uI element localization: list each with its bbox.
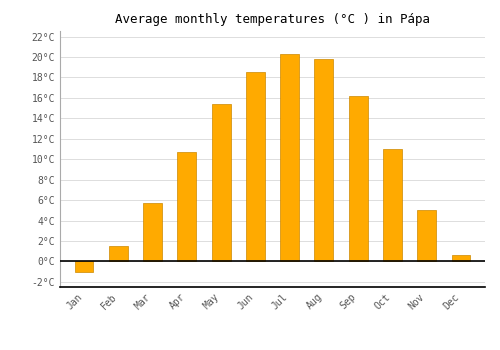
Bar bbox=[178, 152, 196, 261]
Bar bbox=[109, 246, 128, 261]
Bar bbox=[74, 261, 94, 272]
Bar bbox=[452, 255, 470, 261]
Title: Average monthly temperatures (°C ) in Pápa: Average monthly temperatures (°C ) in Pá… bbox=[115, 13, 430, 26]
Bar bbox=[349, 96, 368, 261]
Bar bbox=[418, 210, 436, 261]
Bar bbox=[314, 59, 334, 261]
Bar bbox=[280, 54, 299, 261]
Bar bbox=[212, 104, 231, 261]
Bar bbox=[246, 72, 265, 261]
Bar bbox=[383, 149, 402, 261]
Bar bbox=[143, 203, 162, 261]
